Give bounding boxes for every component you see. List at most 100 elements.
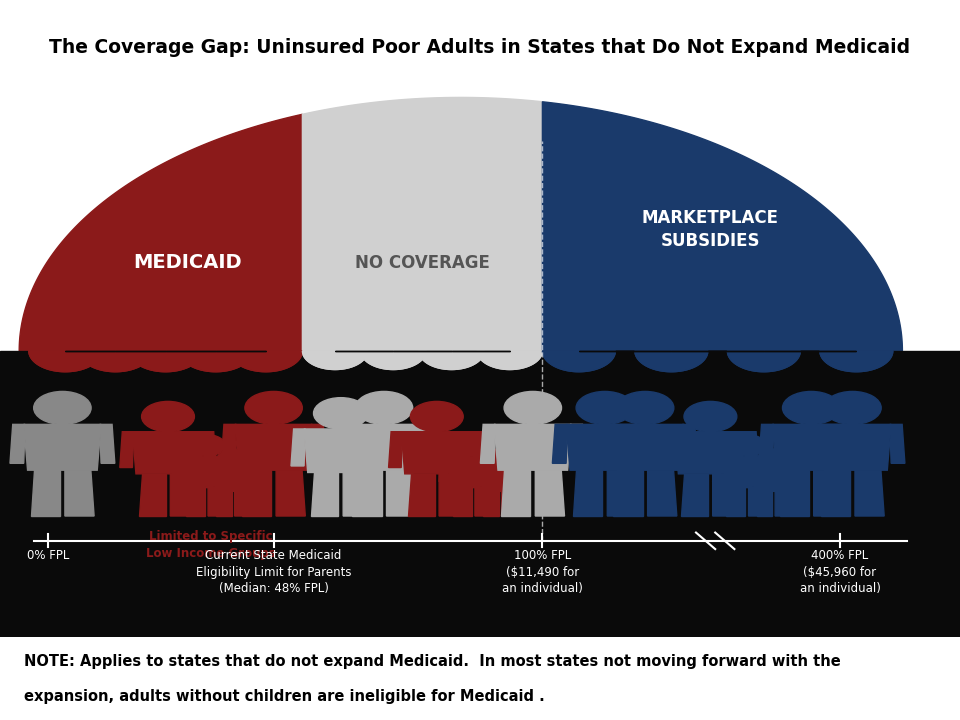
Circle shape xyxy=(782,392,840,424)
Polygon shape xyxy=(343,472,371,516)
Circle shape xyxy=(314,397,368,429)
Polygon shape xyxy=(749,486,768,516)
Polygon shape xyxy=(483,491,499,516)
Circle shape xyxy=(824,392,881,424)
Circle shape xyxy=(485,449,516,467)
Polygon shape xyxy=(475,486,494,516)
Polygon shape xyxy=(501,470,530,516)
Circle shape xyxy=(616,392,674,424)
Polygon shape xyxy=(771,456,781,482)
Polygon shape xyxy=(31,470,60,516)
Polygon shape xyxy=(291,429,305,466)
Polygon shape xyxy=(65,470,94,516)
Polygon shape xyxy=(855,470,884,516)
Circle shape xyxy=(728,435,766,456)
Polygon shape xyxy=(753,467,795,491)
Polygon shape xyxy=(24,424,101,470)
Polygon shape xyxy=(773,424,850,470)
Polygon shape xyxy=(170,474,197,516)
Polygon shape xyxy=(814,470,843,516)
Polygon shape xyxy=(472,467,480,487)
Polygon shape xyxy=(352,470,381,516)
Polygon shape xyxy=(421,424,437,464)
Polygon shape xyxy=(592,424,608,464)
Polygon shape xyxy=(253,467,261,487)
Polygon shape xyxy=(746,467,754,487)
Text: 400% FPL
($45,960 for
an individual): 400% FPL ($45,960 for an individual) xyxy=(800,549,880,595)
Polygon shape xyxy=(302,351,368,369)
Polygon shape xyxy=(758,424,774,464)
Polygon shape xyxy=(756,491,773,516)
Polygon shape xyxy=(501,491,517,516)
Polygon shape xyxy=(775,491,791,516)
Polygon shape xyxy=(203,432,216,467)
Polygon shape xyxy=(216,491,232,516)
Polygon shape xyxy=(221,424,236,464)
Polygon shape xyxy=(376,429,391,466)
Polygon shape xyxy=(439,474,466,516)
Polygon shape xyxy=(311,424,326,464)
Polygon shape xyxy=(19,114,302,351)
Polygon shape xyxy=(477,351,542,369)
Polygon shape xyxy=(302,97,542,351)
Polygon shape xyxy=(419,351,484,369)
Polygon shape xyxy=(794,467,802,487)
Polygon shape xyxy=(613,470,642,516)
Polygon shape xyxy=(180,351,252,372)
Polygon shape xyxy=(820,351,893,372)
Polygon shape xyxy=(408,474,435,516)
Polygon shape xyxy=(100,424,115,464)
Polygon shape xyxy=(573,470,602,516)
Polygon shape xyxy=(712,456,723,482)
Polygon shape xyxy=(29,351,102,372)
Circle shape xyxy=(684,402,737,432)
Polygon shape xyxy=(234,491,251,516)
Circle shape xyxy=(355,392,413,424)
Polygon shape xyxy=(570,424,586,464)
Polygon shape xyxy=(452,486,471,516)
Polygon shape xyxy=(607,424,684,470)
Circle shape xyxy=(758,449,789,467)
Polygon shape xyxy=(821,470,850,516)
Polygon shape xyxy=(180,351,252,372)
Polygon shape xyxy=(229,351,302,372)
Polygon shape xyxy=(479,467,521,491)
Text: The Coverage Gap: Uninsured Poor Adults in States that Do Not Expand Medicaid: The Coverage Gap: Uninsured Poor Adults … xyxy=(49,38,911,57)
Circle shape xyxy=(187,435,226,456)
Polygon shape xyxy=(800,424,815,464)
Polygon shape xyxy=(635,351,708,372)
Polygon shape xyxy=(331,424,347,464)
Polygon shape xyxy=(361,351,426,369)
Polygon shape xyxy=(536,470,564,516)
Polygon shape xyxy=(139,474,166,516)
Polygon shape xyxy=(552,424,567,464)
Polygon shape xyxy=(494,424,571,470)
Polygon shape xyxy=(480,424,495,464)
Polygon shape xyxy=(849,424,864,464)
Polygon shape xyxy=(129,351,202,372)
Polygon shape xyxy=(542,351,615,372)
Polygon shape xyxy=(212,467,254,491)
Polygon shape xyxy=(389,432,402,467)
Text: expansion, adults without children are ineligible for Medicaid .: expansion, adults without children are i… xyxy=(24,688,544,703)
Polygon shape xyxy=(814,424,891,470)
Polygon shape xyxy=(722,456,772,486)
Polygon shape xyxy=(132,432,204,474)
Polygon shape xyxy=(235,424,312,470)
Polygon shape xyxy=(780,470,808,516)
Polygon shape xyxy=(311,472,339,516)
Polygon shape xyxy=(230,456,241,482)
Circle shape xyxy=(34,392,91,424)
Text: MARKETPLACE
SUBSIDIES: MARKETPLACE SUBSIDIES xyxy=(642,209,779,251)
Polygon shape xyxy=(79,351,152,372)
Polygon shape xyxy=(181,456,231,486)
Polygon shape xyxy=(662,432,676,467)
Polygon shape xyxy=(448,456,498,486)
Polygon shape xyxy=(0,351,960,637)
Circle shape xyxy=(454,435,492,456)
Polygon shape xyxy=(608,470,636,516)
Polygon shape xyxy=(205,467,213,487)
Polygon shape xyxy=(302,351,368,369)
Polygon shape xyxy=(10,424,25,464)
Text: 0% FPL: 0% FPL xyxy=(27,549,69,562)
